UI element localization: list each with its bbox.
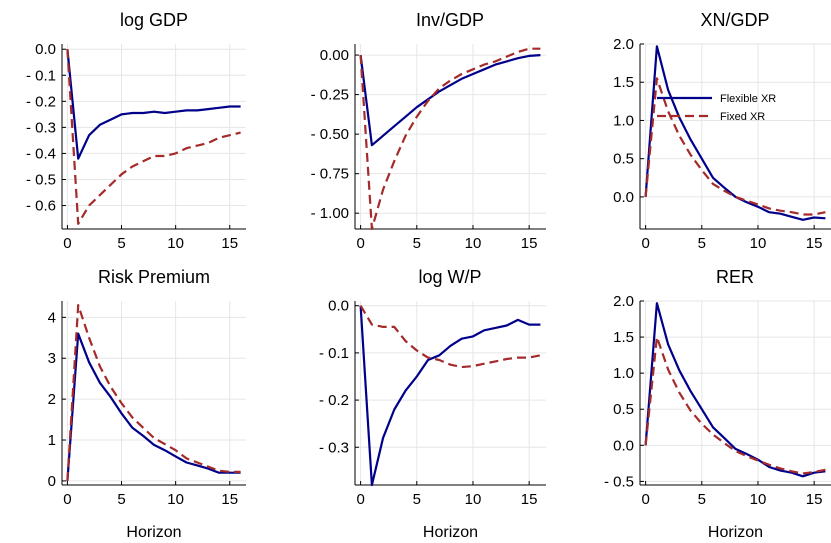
x-tick-label: 5: [698, 491, 706, 508]
y-tick-label: 1.5: [613, 329, 634, 346]
y-tick-label: 3: [48, 350, 56, 367]
panel-title: RER: [716, 267, 754, 287]
y-tick-label: - 0.25: [311, 87, 349, 104]
y-tick-label: - 0.1: [26, 67, 56, 84]
series-line-flexible-xr: [644, 45, 826, 221]
series-line-fixed-xr: [66, 49, 241, 225]
x-tick-label: 10: [167, 491, 184, 508]
panel-title: log W/P: [418, 267, 481, 287]
y-tick-label: 0.00: [320, 47, 349, 64]
panel-title: XN/GDP: [700, 10, 769, 30]
x-tick-label: 15: [221, 235, 238, 252]
series-line-fixed-xr: [66, 304, 241, 481]
x-tick-label: 0: [641, 491, 649, 508]
x-tick-label: 15: [806, 235, 823, 252]
x-tick-label: 0: [356, 491, 364, 508]
panel-title: Inv/GDP: [416, 10, 484, 30]
x-tick-label: 0: [356, 235, 364, 252]
x-tick-label: 15: [221, 491, 238, 508]
x-tick-label: 10: [465, 491, 482, 508]
x-tick-label: 10: [750, 235, 767, 252]
series-line-flexible-xr: [359, 305, 541, 487]
panel-title: log GDP: [120, 10, 188, 30]
y-tick-label: - 0.3: [319, 439, 349, 456]
y-tick-label: 2: [48, 391, 56, 408]
y-tick-label: - 0.6: [26, 198, 56, 215]
x-tick-label: 15: [521, 491, 538, 508]
legend-label-fixed-xr: Fixed XR: [720, 111, 765, 123]
panel-inv-gdp: 0 5 10 15 0.00 - 0.25 - 0.50 - 0.75 - 1.00 Inv/GD…: [311, 10, 546, 252]
x-tick-label: 10: [750, 491, 767, 508]
x-tick-label: 5: [413, 235, 421, 252]
legend-label-flexible-xr: Flexible XR: [720, 93, 776, 105]
y-tick-label: 0.0: [328, 298, 349, 315]
y-tick-label: 0: [48, 473, 56, 490]
panel-risk-premium: 0 5 10 15 0 1 2 3 4 Risk Premium Horizon: [48, 267, 246, 541]
y-tick-label: 0.0: [613, 437, 634, 454]
x-tick-label: 10: [167, 235, 184, 252]
series-line-flexible-xr: [359, 54, 541, 147]
x-tick-label: 0: [641, 235, 649, 252]
panel-log-gdp: 0 5 10 15 0.0 - 0.1 - 0.2 - 0.3 - 0.4 - 0.5 - 0.6 l…: [26, 10, 246, 252]
y-tick-label: - 0.75: [311, 166, 349, 183]
y-tick-label: 0.0: [613, 189, 634, 206]
y-tick-label: 1.0: [613, 112, 634, 129]
panel-title: Risk Premium: [98, 267, 210, 287]
y-tick-label: 0.5: [613, 151, 634, 168]
y-tick-label: 1.5: [613, 74, 634, 91]
series-line-fixed-xr: [359, 305, 541, 369]
y-tick-label: - 0.5: [26, 171, 56, 188]
series-line-fixed-xr: [644, 336, 826, 475]
x-tick-label: 5: [117, 235, 125, 252]
y-tick-label: 1.0: [613, 365, 634, 382]
x-axis-label: Horizon: [126, 524, 181, 541]
x-tick-label: 5: [117, 491, 125, 508]
series-line-fixed-xr: [644, 77, 826, 216]
x-tick-label: 5: [698, 235, 706, 252]
legend: Flexible XR Fixed XR: [657, 93, 776, 123]
x-tick-label: 0: [63, 235, 71, 252]
panel-rer: 0 5 10 15 2.0 1.5 1.0 0.5 0.0 - 0.5 RER Horizon: [604, 267, 831, 541]
x-tick-label: 0: [63, 491, 71, 508]
x-tick-label: 5: [413, 491, 421, 508]
y-tick-label: 2.0: [613, 293, 634, 310]
series-line-flexible-xr: [66, 49, 241, 160]
y-tick-label: - 0.2: [26, 93, 56, 110]
y-tick-label: - 0.5: [604, 473, 634, 490]
y-tick-label: - 0.50: [311, 126, 349, 143]
y-tick-label: 2.0: [613, 36, 634, 53]
panel-log-w-p: 0 5 10 15 0.0 - 0.1 - 0.2 - 0.3 log W/P Horizon: [319, 267, 546, 541]
y-tick-label: 4: [48, 309, 56, 326]
y-tick-label: - 0.2: [319, 392, 349, 409]
y-tick-label: 0.5: [613, 401, 634, 418]
series-line-fixed-xr: [359, 47, 541, 231]
y-tick-label: - 0.4: [26, 145, 56, 162]
series-line-flexible-xr: [66, 332, 241, 481]
y-tick-label: - 0.1: [319, 345, 349, 362]
y-tick-label: 0.0: [35, 41, 56, 58]
x-tick-label: 15: [521, 235, 538, 252]
y-tick-label: 1: [48, 432, 56, 449]
series-line-flexible-xr: [644, 302, 826, 478]
x-tick-label: 15: [806, 491, 823, 508]
panel-xn-gdp: 0 5 10 15 2.0 1.5 1.0 0.5 0.0 XN/GDP Flexible XR Fi…: [613, 10, 831, 252]
x-tick-label: 10: [465, 235, 482, 252]
x-axis-label: Horizon: [708, 524, 763, 541]
x-axis-label: Horizon: [423, 524, 478, 541]
y-tick-label: - 1.00: [311, 205, 349, 222]
y-tick-label: - 0.3: [26, 119, 56, 136]
